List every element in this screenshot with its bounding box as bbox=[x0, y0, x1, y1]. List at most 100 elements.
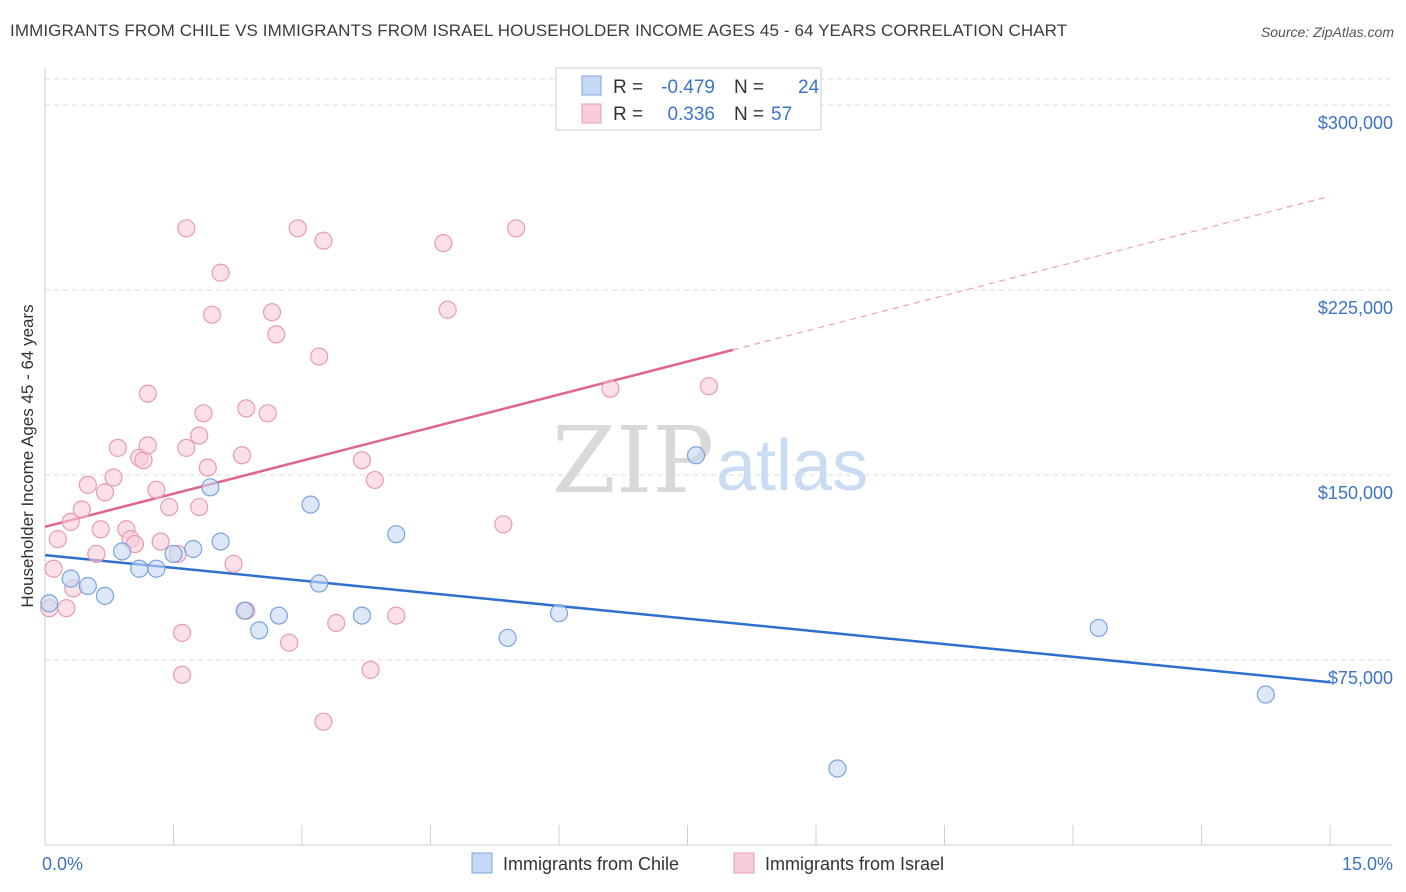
point-chile-18 bbox=[498, 628, 517, 647]
legend-n-value-chile: 24 bbox=[798, 77, 820, 98]
point-israel-44 bbox=[314, 231, 333, 250]
point-chile-13 bbox=[269, 606, 288, 625]
bottom-legend-swatch-chile bbox=[471, 852, 493, 874]
point-chile-6 bbox=[147, 559, 166, 578]
legend-swatch-chile bbox=[581, 75, 602, 96]
point-israel-19 bbox=[147, 480, 166, 499]
point-israel-36 bbox=[237, 399, 256, 418]
y-axis-label: Householder Income Ages 45 - 64 years bbox=[18, 304, 37, 607]
point-israel-8 bbox=[91, 520, 110, 539]
point-chile-20 bbox=[686, 446, 706, 465]
point-israel-11 bbox=[108, 438, 127, 457]
point-israel-33 bbox=[224, 554, 243, 573]
point-israel-51 bbox=[438, 300, 457, 319]
legend-r-label-chile: R = bbox=[613, 77, 643, 98]
point-israel-43 bbox=[314, 712, 333, 731]
point-israel-20 bbox=[151, 532, 170, 551]
point-chile-7 bbox=[164, 544, 183, 564]
point-israel-25 bbox=[177, 438, 196, 457]
grid-layer bbox=[45, 78, 1392, 661]
point-israel-10 bbox=[104, 468, 123, 487]
point-chile-15 bbox=[310, 574, 329, 593]
legend-n-value-israel: 57 bbox=[771, 104, 792, 125]
point-chile-1 bbox=[61, 569, 80, 588]
point-israel-31 bbox=[202, 305, 222, 324]
point-israel-49 bbox=[387, 606, 406, 625]
point-chile-2 bbox=[78, 576, 97, 596]
points-layer bbox=[40, 219, 1275, 778]
point-israel-3 bbox=[61, 512, 80, 531]
point-israel-47 bbox=[361, 660, 380, 679]
bottom-legend: Immigrants from Chile Immigrants from Is… bbox=[471, 852, 944, 874]
point-israel-48 bbox=[365, 470, 384, 490]
y-tick-label-2: $225,000 bbox=[1318, 298, 1393, 318]
point-chile-9 bbox=[201, 478, 220, 497]
point-chile-3 bbox=[95, 586, 115, 605]
point-israel-32 bbox=[211, 263, 230, 282]
point-israel-2 bbox=[48, 530, 67, 549]
legend-n-label-chile: N = bbox=[734, 77, 764, 98]
chart-title: IMMIGRANTS FROM CHILE VS IMMIGRANTS FROM… bbox=[10, 21, 1068, 40]
point-israel-42 bbox=[310, 347, 329, 366]
point-chile-19 bbox=[549, 604, 569, 623]
point-israel-28 bbox=[190, 497, 209, 517]
chart-source: Source: ZipAtlas.com bbox=[1260, 24, 1394, 40]
bottom-legend-swatch-israel bbox=[733, 852, 755, 874]
point-israel-45 bbox=[327, 613, 346, 633]
point-chile-23 bbox=[1256, 685, 1275, 704]
stats-legend: R = -0.479 N = 24 R = 0.336 N = 57 bbox=[555, 67, 822, 131]
point-israel-6 bbox=[78, 475, 97, 494]
point-israel-38 bbox=[262, 303, 282, 322]
legend-r-label-israel: R = bbox=[613, 104, 643, 125]
point-israel-40 bbox=[280, 633, 299, 652]
point-chile-12 bbox=[250, 621, 269, 640]
point-israel-24 bbox=[172, 665, 192, 684]
x-tick-label-0: 0.0% bbox=[42, 854, 83, 874]
point-israel-52 bbox=[494, 515, 513, 534]
point-chile-21 bbox=[828, 759, 847, 778]
point-chile-8 bbox=[184, 539, 203, 559]
point-israel-18 bbox=[138, 384, 157, 403]
point-israel-34 bbox=[232, 446, 252, 465]
axes-layer bbox=[44, 68, 1392, 846]
point-israel-5 bbox=[72, 500, 91, 519]
y-tick-label-1: $150,000 bbox=[1318, 483, 1393, 503]
point-chile-0 bbox=[40, 594, 59, 613]
point-israel-56 bbox=[57, 599, 76, 618]
x-tick-label-1: 15.0% bbox=[1342, 854, 1393, 874]
point-chile-11 bbox=[235, 601, 254, 620]
y-tick-label-0: $75,000 bbox=[1328, 668, 1393, 688]
point-israel-1 bbox=[44, 559, 63, 578]
point-israel-17 bbox=[138, 436, 157, 455]
point-chile-5 bbox=[130, 559, 149, 578]
point-chile-4 bbox=[112, 542, 132, 561]
x-tick-labels: 0.0% 15.0% bbox=[42, 854, 1393, 874]
point-chile-22 bbox=[1089, 618, 1108, 638]
point-chile-17 bbox=[387, 525, 406, 544]
trend-line-extension-israel bbox=[732, 195, 1331, 351]
point-israel-53 bbox=[507, 219, 526, 238]
point-israel-7 bbox=[87, 544, 106, 564]
point-israel-54 bbox=[601, 379, 620, 398]
legend-swatch-israel bbox=[581, 103, 602, 124]
point-israel-46 bbox=[352, 451, 372, 470]
point-israel-29 bbox=[194, 404, 213, 423]
point-chile-10 bbox=[211, 532, 230, 551]
point-israel-26 bbox=[177, 219, 196, 238]
point-israel-27 bbox=[190, 426, 209, 445]
y-tick-labels: $75,000 $150,000 $225,000 $300,000 bbox=[1318, 113, 1393, 688]
watermark-zip: ZIP bbox=[552, 407, 714, 514]
point-israel-37 bbox=[258, 404, 277, 423]
y-tick-label-3: $300,000 bbox=[1318, 113, 1393, 133]
point-chile-16 bbox=[352, 606, 372, 625]
bottom-legend-label-chile: Immigrants from Chile bbox=[503, 854, 679, 874]
point-israel-50 bbox=[434, 234, 453, 253]
legend-r-value-israel: 0.336 bbox=[667, 104, 715, 125]
point-chile-14 bbox=[301, 495, 320, 514]
legend-r-value-chile: -0.479 bbox=[661, 77, 715, 98]
trend-line-chile bbox=[44, 553, 1331, 684]
bottom-legend-label-israel: Immigrants from Israel bbox=[765, 854, 944, 874]
point-israel-39 bbox=[267, 325, 286, 344]
point-israel-30 bbox=[198, 458, 217, 477]
